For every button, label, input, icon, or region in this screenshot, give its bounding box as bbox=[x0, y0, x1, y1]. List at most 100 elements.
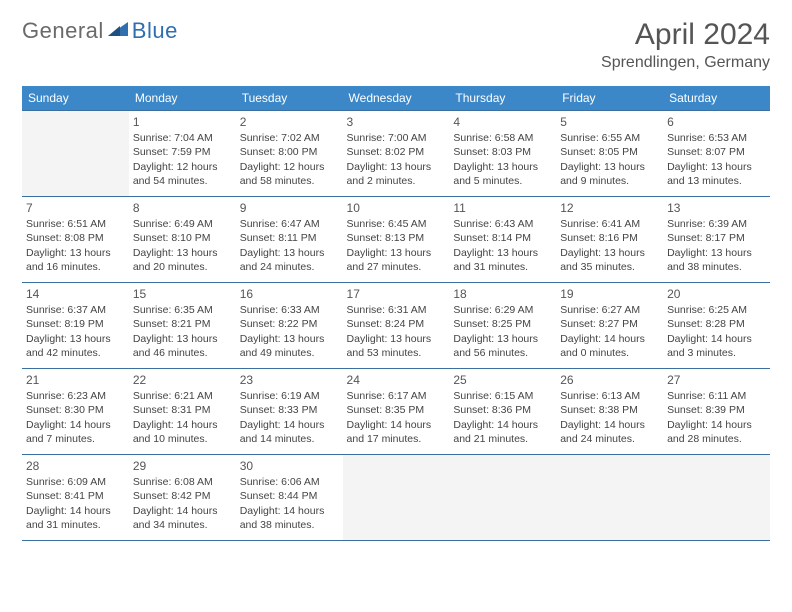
day-sunset: Sunset: 8:02 PM bbox=[347, 145, 446, 159]
day-sunrise: Sunrise: 6:51 AM bbox=[26, 217, 125, 231]
calendar-cell: 27Sunrise: 6:11 AMSunset: 8:39 PMDayligh… bbox=[663, 369, 770, 455]
day-sunrise: Sunrise: 6:41 AM bbox=[560, 217, 659, 231]
weekday-header: Friday bbox=[556, 86, 663, 111]
day-sunset: Sunset: 7:59 PM bbox=[133, 145, 232, 159]
day-number: 23 bbox=[240, 372, 339, 388]
day-number: 19 bbox=[560, 286, 659, 302]
weekday-header: Thursday bbox=[449, 86, 556, 111]
day-sunset: Sunset: 8:22 PM bbox=[240, 317, 339, 331]
day-daylight: Daylight: 13 hours and 38 minutes. bbox=[667, 246, 766, 274]
calendar-cell: 4Sunrise: 6:58 AMSunset: 8:03 PMDaylight… bbox=[449, 111, 556, 197]
calendar-cell bbox=[556, 455, 663, 541]
day-sunrise: Sunrise: 6:55 AM bbox=[560, 131, 659, 145]
day-sunrise: Sunrise: 6:27 AM bbox=[560, 303, 659, 317]
day-sunrise: Sunrise: 6:29 AM bbox=[453, 303, 552, 317]
day-number: 14 bbox=[26, 286, 125, 302]
header: General Blue April 2024 Sprendlingen, Ge… bbox=[0, 0, 792, 80]
day-sunset: Sunset: 8:05 PM bbox=[560, 145, 659, 159]
day-daylight: Daylight: 12 hours and 54 minutes. bbox=[133, 160, 232, 188]
day-sunset: Sunset: 8:11 PM bbox=[240, 231, 339, 245]
day-number: 5 bbox=[560, 114, 659, 130]
day-sunrise: Sunrise: 6:08 AM bbox=[133, 475, 232, 489]
day-number: 21 bbox=[26, 372, 125, 388]
day-daylight: Daylight: 14 hours and 17 minutes. bbox=[347, 418, 446, 446]
calendar-cell: 20Sunrise: 6:25 AMSunset: 8:28 PMDayligh… bbox=[663, 283, 770, 369]
weekday-header-row: Sunday Monday Tuesday Wednesday Thursday… bbox=[22, 86, 770, 111]
day-sunrise: Sunrise: 6:21 AM bbox=[133, 389, 232, 403]
day-number: 7 bbox=[26, 200, 125, 216]
day-daylight: Daylight: 12 hours and 58 minutes. bbox=[240, 160, 339, 188]
day-daylight: Daylight: 14 hours and 38 minutes. bbox=[240, 504, 339, 532]
day-number: 24 bbox=[347, 372, 446, 388]
day-number: 6 bbox=[667, 114, 766, 130]
day-sunset: Sunset: 8:08 PM bbox=[26, 231, 125, 245]
weekday-header: Wednesday bbox=[343, 86, 450, 111]
weekday-header: Saturday bbox=[663, 86, 770, 111]
calendar-cell: 23Sunrise: 6:19 AMSunset: 8:33 PMDayligh… bbox=[236, 369, 343, 455]
calendar-cell: 9Sunrise: 6:47 AMSunset: 8:11 PMDaylight… bbox=[236, 197, 343, 283]
day-daylight: Daylight: 14 hours and 7 minutes. bbox=[26, 418, 125, 446]
calendar-cell bbox=[449, 455, 556, 541]
day-number: 25 bbox=[453, 372, 552, 388]
logo: General Blue bbox=[22, 18, 178, 44]
day-sunset: Sunset: 8:19 PM bbox=[26, 317, 125, 331]
calendar-cell: 5Sunrise: 6:55 AMSunset: 8:05 PMDaylight… bbox=[556, 111, 663, 197]
day-sunset: Sunset: 8:21 PM bbox=[133, 317, 232, 331]
calendar-cell: 29Sunrise: 6:08 AMSunset: 8:42 PMDayligh… bbox=[129, 455, 236, 541]
day-number: 9 bbox=[240, 200, 339, 216]
calendar-cell: 19Sunrise: 6:27 AMSunset: 8:27 PMDayligh… bbox=[556, 283, 663, 369]
day-daylight: Daylight: 13 hours and 16 minutes. bbox=[26, 246, 125, 274]
day-daylight: Daylight: 13 hours and 49 minutes. bbox=[240, 332, 339, 360]
day-daylight: Daylight: 13 hours and 5 minutes. bbox=[453, 160, 552, 188]
calendar-cell: 26Sunrise: 6:13 AMSunset: 8:38 PMDayligh… bbox=[556, 369, 663, 455]
day-daylight: Daylight: 14 hours and 34 minutes. bbox=[133, 504, 232, 532]
day-sunrise: Sunrise: 6:09 AM bbox=[26, 475, 125, 489]
calendar-cell bbox=[22, 111, 129, 197]
day-sunset: Sunset: 8:39 PM bbox=[667, 403, 766, 417]
day-daylight: Daylight: 13 hours and 56 minutes. bbox=[453, 332, 552, 360]
calendar-cell bbox=[343, 455, 450, 541]
calendar-cell: 15Sunrise: 6:35 AMSunset: 8:21 PMDayligh… bbox=[129, 283, 236, 369]
day-sunrise: Sunrise: 6:37 AM bbox=[26, 303, 125, 317]
day-sunset: Sunset: 8:27 PM bbox=[560, 317, 659, 331]
day-number: 11 bbox=[453, 200, 552, 216]
day-sunrise: Sunrise: 6:45 AM bbox=[347, 217, 446, 231]
day-sunrise: Sunrise: 6:31 AM bbox=[347, 303, 446, 317]
day-number: 2 bbox=[240, 114, 339, 130]
day-sunrise: Sunrise: 6:39 AM bbox=[667, 217, 766, 231]
day-sunrise: Sunrise: 6:17 AM bbox=[347, 389, 446, 403]
day-sunset: Sunset: 8:33 PM bbox=[240, 403, 339, 417]
day-daylight: Daylight: 13 hours and 13 minutes. bbox=[667, 160, 766, 188]
day-daylight: Daylight: 14 hours and 31 minutes. bbox=[26, 504, 125, 532]
month-title: April 2024 bbox=[601, 18, 770, 52]
day-daylight: Daylight: 14 hours and 0 minutes. bbox=[560, 332, 659, 360]
calendar-row: 1Sunrise: 7:04 AMSunset: 7:59 PMDaylight… bbox=[22, 111, 770, 197]
day-sunset: Sunset: 8:25 PM bbox=[453, 317, 552, 331]
day-number: 3 bbox=[347, 114, 446, 130]
day-daylight: Daylight: 13 hours and 24 minutes. bbox=[240, 246, 339, 274]
day-sunrise: Sunrise: 6:43 AM bbox=[453, 217, 552, 231]
day-number: 22 bbox=[133, 372, 232, 388]
day-sunset: Sunset: 8:03 PM bbox=[453, 145, 552, 159]
day-sunset: Sunset: 8:38 PM bbox=[560, 403, 659, 417]
day-sunset: Sunset: 8:16 PM bbox=[560, 231, 659, 245]
logo-triangle-icon bbox=[108, 20, 130, 43]
day-daylight: Daylight: 14 hours and 10 minutes. bbox=[133, 418, 232, 446]
day-daylight: Daylight: 14 hours and 21 minutes. bbox=[453, 418, 552, 446]
day-number: 27 bbox=[667, 372, 766, 388]
calendar-cell: 7Sunrise: 6:51 AMSunset: 8:08 PMDaylight… bbox=[22, 197, 129, 283]
calendar-cell: 10Sunrise: 6:45 AMSunset: 8:13 PMDayligh… bbox=[343, 197, 450, 283]
day-number: 28 bbox=[26, 458, 125, 474]
day-daylight: Daylight: 13 hours and 9 minutes. bbox=[560, 160, 659, 188]
day-sunset: Sunset: 8:14 PM bbox=[453, 231, 552, 245]
calendar-cell: 14Sunrise: 6:37 AMSunset: 8:19 PMDayligh… bbox=[22, 283, 129, 369]
day-number: 1 bbox=[133, 114, 232, 130]
day-daylight: Daylight: 14 hours and 24 minutes. bbox=[560, 418, 659, 446]
day-daylight: Daylight: 13 hours and 2 minutes. bbox=[347, 160, 446, 188]
day-number: 15 bbox=[133, 286, 232, 302]
day-sunrise: Sunrise: 6:15 AM bbox=[453, 389, 552, 403]
day-sunset: Sunset: 8:24 PM bbox=[347, 317, 446, 331]
calendar-table: Sunday Monday Tuesday Wednesday Thursday… bbox=[22, 86, 770, 541]
day-number: 17 bbox=[347, 286, 446, 302]
day-sunset: Sunset: 8:10 PM bbox=[133, 231, 232, 245]
